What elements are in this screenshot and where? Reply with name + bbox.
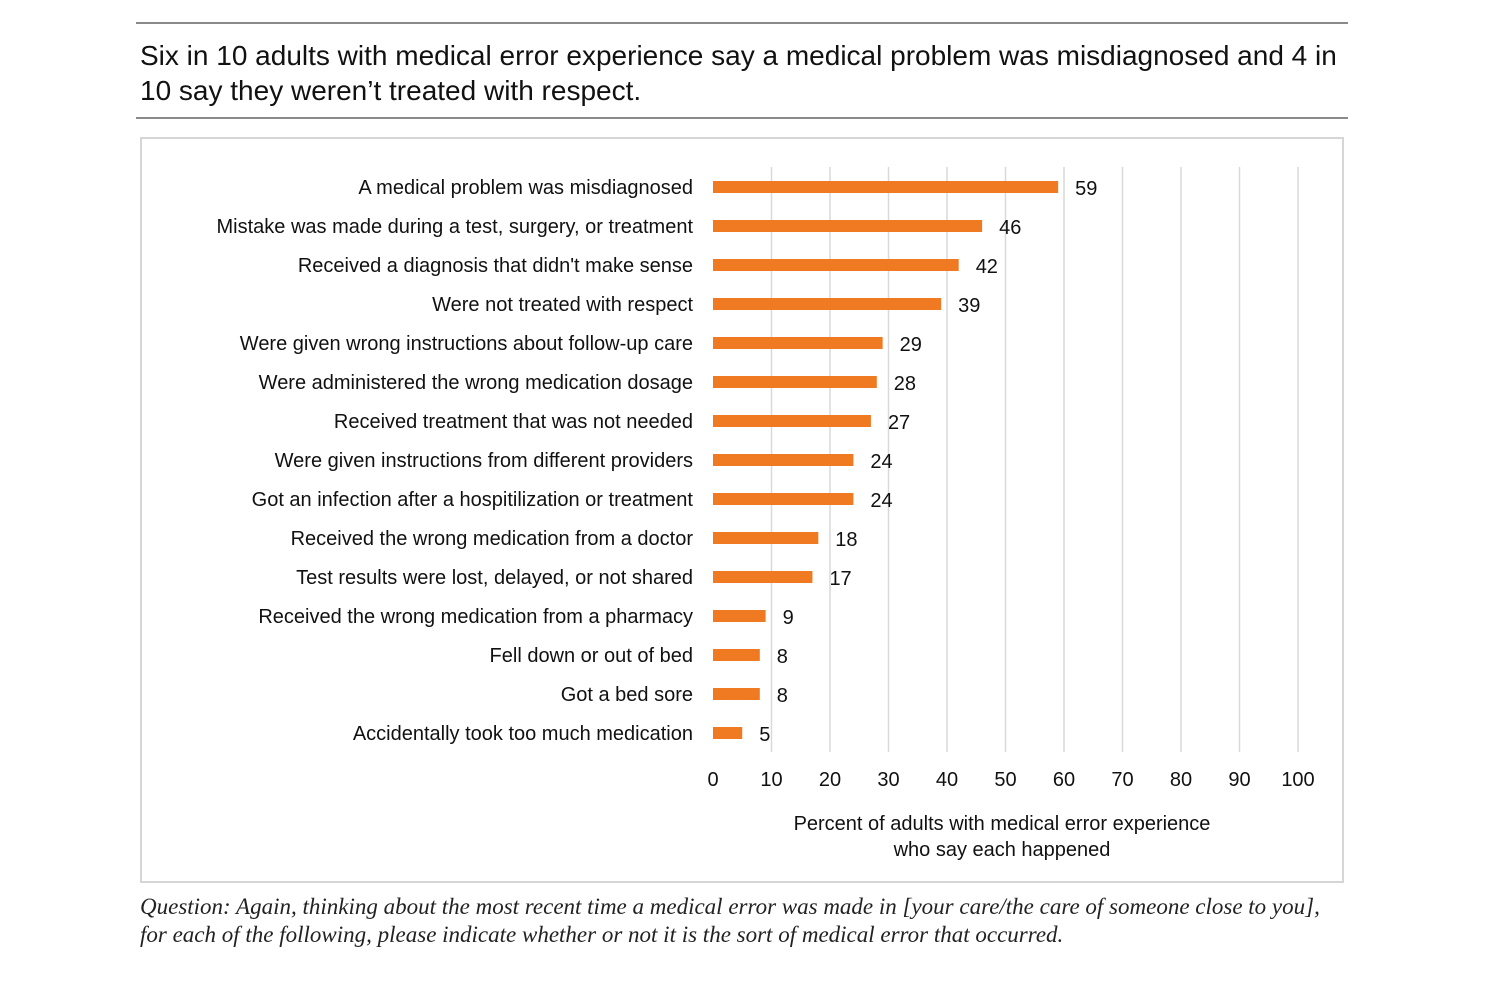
question-footnote: Question: Again, thinking about the most… [140, 894, 1320, 947]
category-label: Were not treated with respect [432, 294, 693, 316]
data-label: 42 [976, 256, 998, 278]
x-tick-label: 40 [936, 769, 958, 791]
data-label: 8 [777, 685, 788, 707]
data-label: 24 [870, 451, 892, 473]
data-label: 39 [958, 295, 980, 317]
category-label: Received the wrong medication from a doc… [291, 528, 694, 550]
chart-title: Six in 10 adults with medical error expe… [140, 40, 1337, 106]
category-label: Were administered the wrong medication d… [259, 372, 693, 394]
x-tick-label: 60 [1053, 769, 1075, 791]
data-label: 29 [900, 334, 922, 356]
category-label: Fell down or out of bed [490, 645, 693, 667]
category-label: Got a bed sore [561, 684, 693, 706]
bar [713, 610, 766, 622]
category-label: Received the wrong medication from a pha… [258, 606, 693, 628]
bar [713, 415, 871, 427]
title-rule [136, 117, 1348, 119]
bar [713, 727, 743, 739]
x-tick-label: 70 [1111, 769, 1133, 791]
category-label: Got an infection after a hospitilization… [252, 489, 694, 511]
top-rule [136, 22, 1348, 24]
x-tick-label: 0 [707, 769, 718, 791]
x-axis-title: Percent of adults with medical error exp… [794, 813, 1211, 835]
data-label: 28 [894, 373, 916, 395]
data-label: 27 [888, 412, 910, 434]
category-label: A medical problem was misdiagnosed [358, 177, 693, 199]
bar [713, 532, 819, 544]
data-label: 46 [999, 217, 1021, 239]
category-label: Received a diagnosis that didn't make se… [298, 255, 693, 277]
bar [713, 259, 959, 271]
x-axis-title: who say each happened [893, 839, 1111, 861]
data-label: 18 [835, 529, 857, 551]
bar-chart: 0 10 20 30 40 50 60 70 80 90 100 A medical problem … [217, 167, 1315, 861]
bar [713, 454, 854, 466]
data-label: 24 [870, 490, 892, 512]
category-label: Test results were lost, delayed, or not … [296, 567, 693, 589]
x-tick-label: 90 [1228, 769, 1250, 791]
bar [713, 649, 760, 661]
bar [713, 688, 760, 700]
category-label: Received treatment that was not needed [334, 411, 693, 433]
category-label: Accidentally took too much medication [353, 723, 693, 745]
x-tick-label: 30 [877, 769, 899, 791]
x-tick-label: 100 [1281, 769, 1314, 791]
data-label: 8 [777, 646, 788, 668]
x-tick-label: 10 [760, 769, 782, 791]
category-label: Mistake was made during a test, surgery,… [217, 216, 694, 238]
chart-frame: 0 10 20 30 40 50 60 70 80 90 100 A medical problem … [140, 137, 1344, 883]
bar [713, 337, 883, 349]
bar [713, 493, 854, 505]
bar [713, 220, 983, 232]
data-label: 5 [759, 724, 770, 746]
x-tick-label: 20 [819, 769, 841, 791]
bar [713, 376, 877, 388]
x-tick-label: 50 [994, 769, 1016, 791]
data-label: 59 [1075, 178, 1097, 200]
data-label: 9 [783, 607, 794, 629]
x-tick-label: 80 [1170, 769, 1192, 791]
bar [713, 571, 813, 583]
category-label: Were given wrong instructions about foll… [240, 333, 693, 355]
bar [713, 181, 1059, 193]
data-label: 17 [829, 568, 851, 590]
category-label: Were given instructions from different p… [275, 450, 693, 472]
bar [713, 298, 942, 310]
